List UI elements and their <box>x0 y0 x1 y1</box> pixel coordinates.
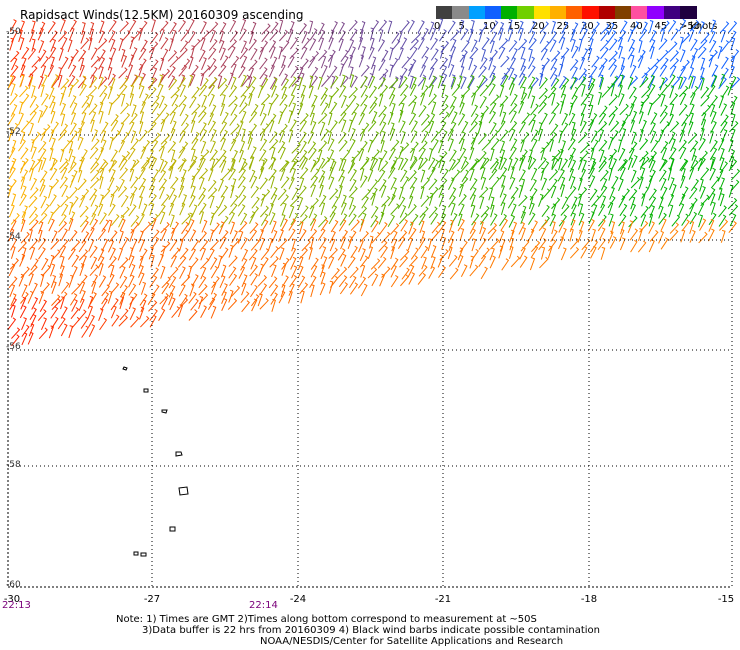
legend-swatch <box>614 6 632 19</box>
legend-swatch <box>533 6 551 19</box>
legend-units: knots <box>690 21 718 32</box>
legend-label: 0 <box>434 21 441 32</box>
legend-label: 35 <box>605 21 619 32</box>
legend-swatch <box>566 6 583 19</box>
map-title: Rapidsact Winds(12.5KM) 20160309 ascendi… <box>20 8 304 22</box>
y-label: -54 <box>6 232 21 242</box>
y-label: -56 <box>6 342 21 352</box>
time-label: 22:13 <box>2 600 31 611</box>
legend-label: 10 <box>483 21 496 32</box>
legend-swatch <box>549 6 567 19</box>
x-label: -18 <box>580 594 598 605</box>
x-label: -15 <box>717 594 735 605</box>
lat-lon-grid <box>7 32 733 588</box>
note-line: 3)Data buffer is 22 hrs from 20160309 4)… <box>142 625 600 636</box>
note-line: NOAA/NESDIS/Center for Satellite Applica… <box>260 636 564 647</box>
legend-label: 15 <box>507 21 521 32</box>
note-line: Note: 1) Times are GMT 2)Times along bot… <box>116 614 537 625</box>
y-label: -50 <box>6 27 21 37</box>
legend-swatch <box>598 6 616 19</box>
legend-label: >50 <box>679 21 701 32</box>
y-label: -60 <box>6 580 21 590</box>
y-label: -52 <box>6 127 21 137</box>
legend-label: 25 <box>556 21 570 32</box>
legend-swatch <box>501 6 518 19</box>
wind-barb-swath <box>7 18 740 347</box>
legend-swatch <box>582 6 599 19</box>
legend-swatch <box>452 6 469 19</box>
y-label: -58 <box>6 460 21 470</box>
x-label: -21 <box>434 594 452 605</box>
legend-label: 20 <box>532 21 545 32</box>
south-sandwich-islands <box>122 366 189 557</box>
legend-swatch <box>517 6 534 19</box>
time-label: 22:14 <box>249 600 278 611</box>
legend-swatch <box>631 6 648 19</box>
legend-swatch <box>484 6 502 19</box>
x-label: -24 <box>289 594 307 605</box>
legend-swatch <box>647 6 664 19</box>
legend-label: 30 <box>581 21 594 32</box>
legend-swatch <box>468 6 486 19</box>
legend-label: 45 <box>654 21 668 32</box>
legend-swatch <box>436 6 453 19</box>
x-label: -30 <box>3 594 21 605</box>
legend-swatch <box>679 6 697 19</box>
legend-swatch <box>663 6 681 19</box>
x-label: -27 <box>143 594 161 605</box>
